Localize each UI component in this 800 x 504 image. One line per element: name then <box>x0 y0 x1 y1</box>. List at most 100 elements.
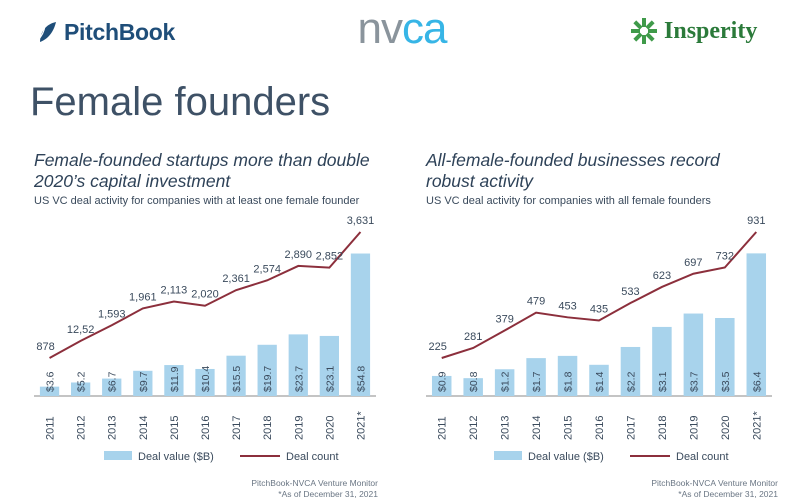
x-tick-label: 2014 <box>531 416 543 440</box>
x-tick-label: 2016 <box>200 416 212 440</box>
legend-line-label: Deal count <box>676 451 729 463</box>
line-value-label: 2,574 <box>253 263 281 275</box>
x-tick-label: 2018 <box>262 416 274 440</box>
bar <box>257 344 277 396</box>
bar-value-label: $3.6 <box>45 371 57 392</box>
bar <box>133 370 153 396</box>
bar <box>746 253 767 396</box>
bar <box>164 365 184 396</box>
bar <box>350 253 371 396</box>
insperity-logo: Insperity <box>630 15 757 47</box>
line-value-label: 281 <box>464 331 482 343</box>
x-tick-label: 2012 <box>76 416 88 440</box>
line-value-label: 479 <box>527 296 545 308</box>
pitchbook-logo-text: PitchBook <box>64 18 176 45</box>
bar <box>526 358 546 396</box>
x-tick-label: 2018 <box>657 416 669 440</box>
bar-value-label: $23.1 <box>324 366 336 392</box>
bar-value-label: $3.1 <box>657 371 669 392</box>
bar-value-label: $10.4 <box>200 366 212 392</box>
bar-value-label: $6.4 <box>751 371 763 392</box>
bar <box>683 313 704 396</box>
bar-value-label: $11.9 <box>169 366 181 392</box>
line-value-label: 12,52 <box>67 324 95 336</box>
legend-bar-label: Deal value ($B) <box>528 451 604 463</box>
line-value-label: 225 <box>429 341 447 353</box>
bar-value-label: $9.7 <box>138 371 150 392</box>
bar-value-label: $19.7 <box>262 366 274 392</box>
chart-title-left: Female-founded startups more than double… <box>34 150 370 191</box>
chart-title-right: All-female-founded businesses record rob… <box>426 150 720 191</box>
source-line-1-left: PitchBook-NVCA Venture Monitor <box>251 478 378 488</box>
x-tick-label: 2011 <box>437 416 449 440</box>
source-line-2: *As of December 31, 2021 <box>678 489 778 499</box>
bar <box>70 382 91 396</box>
line-value-label: 732 <box>716 251 734 263</box>
line-value-label: 453 <box>558 300 576 312</box>
line-value-label: 379 <box>495 314 513 326</box>
source-note-left: PitchBook-NVCA Venture Monitor *As of De… <box>160 478 378 500</box>
bar <box>463 378 483 396</box>
line-value-label: 2,852 <box>316 251 344 263</box>
bar <box>715 318 735 396</box>
bar-value-label: $2.2 <box>625 371 637 392</box>
source-line-2-left: *As of December 31, 2021 <box>278 489 378 499</box>
x-tick-label: 2019 <box>688 416 700 440</box>
line-value-label: 3,631 <box>347 215 375 227</box>
insperity-star-icon <box>631 18 657 44</box>
bar <box>195 368 215 396</box>
deal-count-line <box>441 231 758 359</box>
source-line-1: PitchBook-NVCA Venture Monitor <box>651 478 778 488</box>
x-tick-label: 2020 <box>720 416 732 440</box>
bar-value-label: $1.4 <box>594 371 606 392</box>
x-tick-label: 2020 <box>324 416 336 440</box>
bar-value-label: $5.2 <box>76 371 88 392</box>
line-value-label: 2,020 <box>191 289 219 301</box>
x-tick-label: 2011 <box>45 416 57 440</box>
line-value-label: 2,361 <box>222 273 250 285</box>
bar-value-label: $0.9 <box>437 371 449 392</box>
x-tick-label: 2016 <box>594 416 606 440</box>
nvca-logo-text-a: nv <box>357 4 403 53</box>
legend-bar-swatch <box>494 451 522 460</box>
nvca-logo-text-b: ca <box>402 4 447 53</box>
line-value-label: 533 <box>621 286 639 298</box>
x-tick-label: 2014 <box>138 416 150 440</box>
bar <box>431 375 452 396</box>
bar-value-label: $23.7 <box>293 366 305 392</box>
pitchbook-logo: PitchBook <box>36 14 175 50</box>
pitchbook-leaf-icon <box>37 22 56 42</box>
x-tick-label: 2015 <box>563 416 575 440</box>
x-tick-label: 2015 <box>169 416 181 440</box>
bar <box>226 355 246 396</box>
bar-value-label: $1.7 <box>531 371 543 392</box>
bar-value-label: $6.7 <box>107 371 119 392</box>
line-value-label: 1,961 <box>129 291 157 303</box>
bar-value-label: $15.5 <box>231 366 243 392</box>
legend-bar-label: Deal value ($B) <box>138 451 214 463</box>
x-tick-label: 2021* <box>751 411 763 440</box>
bar <box>102 378 122 396</box>
line-value-label: 623 <box>653 270 671 282</box>
line-value-label: 697 <box>684 257 702 269</box>
x-tick-label: 2017 <box>231 416 243 440</box>
x-tick-label: 2017 <box>625 416 637 440</box>
bar <box>557 355 578 396</box>
nvca-logo: nvca <box>352 4 452 54</box>
x-tick-label: 2012 <box>468 416 480 440</box>
line-value-label: 931 <box>747 215 765 227</box>
x-tick-label: 2013 <box>107 416 119 440</box>
line-value-label: 878 <box>36 341 54 353</box>
legend-bar-swatch <box>104 451 132 460</box>
bar <box>620 346 641 396</box>
bar-value-label: $1.8 <box>563 371 575 392</box>
bar <box>494 369 515 396</box>
bar-value-label: $3.7 <box>688 371 700 392</box>
bar-value-label: $0.8 <box>468 371 480 392</box>
chart-subtitle-left: US VC deal activity for companies with a… <box>34 195 360 207</box>
bar <box>288 334 308 396</box>
line-value-label: 435 <box>590 304 608 316</box>
chart-subtitle-right: US VC deal activity for companies with a… <box>426 195 711 207</box>
source-note-right: PitchBook-NVCA Venture Monitor *As of De… <box>560 478 778 500</box>
